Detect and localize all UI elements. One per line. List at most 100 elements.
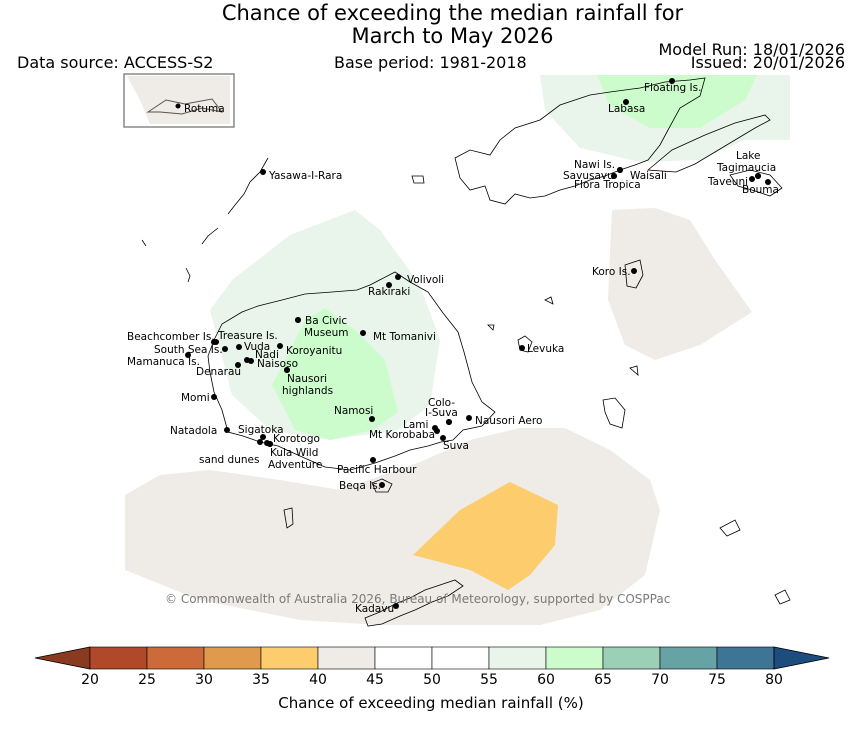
place-label-south-sea-is: South Sea Is. bbox=[154, 344, 223, 356]
model-run-label: Model Run: 18/01/2026 bbox=[658, 40, 846, 59]
colorbar-segment bbox=[89, 646, 148, 670]
place-label-nadi: Nadi bbox=[255, 349, 279, 361]
place-marker-rakiraki bbox=[386, 282, 392, 288]
place-label-tagimaucia: Tagimaucia bbox=[716, 162, 776, 174]
place-marker-waisali bbox=[617, 167, 623, 173]
colorbar-tick-label: 55 bbox=[480, 672, 498, 688]
title-line-1: Chance of exceeding the median rainfall … bbox=[221, 1, 684, 25]
place-marker-natadola bbox=[224, 427, 230, 433]
colorbar-segment bbox=[431, 646, 490, 670]
place-label-koro-is: Koro Is. bbox=[592, 266, 631, 278]
place-marker-mt-tomanivi bbox=[360, 330, 366, 336]
colorbar-tick-label: 30 bbox=[195, 672, 213, 688]
koro-coast bbox=[624, 259, 644, 289]
vanua-levu-east-coast bbox=[646, 114, 771, 173]
place-label-suva: Suva bbox=[443, 440, 469, 452]
place-label-mt-tomanivi: Mt Tomanivi bbox=[373, 331, 436, 343]
colorbar-label: Chance of exceeding median rainfall (%) bbox=[278, 694, 584, 712]
place-label-natadola: Natadola bbox=[170, 425, 217, 437]
place-marker-yasawa-i-rara bbox=[260, 169, 266, 175]
place-marker-flora-tropica bbox=[611, 173, 617, 179]
place-label-volivoli: Volivoli bbox=[407, 274, 444, 286]
place-marker-kadavu bbox=[393, 603, 399, 609]
place-marker-vuda bbox=[236, 344, 242, 350]
colorbar-tick-label: 75 bbox=[708, 672, 726, 688]
colorbar-tick-label: 65 bbox=[594, 672, 612, 688]
colorbar-segment bbox=[203, 646, 262, 670]
colorbar-segment bbox=[602, 646, 661, 670]
vatulele-coast bbox=[283, 507, 294, 529]
place-label-levuka: Levuka bbox=[527, 343, 564, 355]
probability-regions bbox=[125, 75, 790, 625]
colorbar-segment bbox=[659, 646, 718, 670]
place-label-treasure-is: Treasure Is. bbox=[217, 330, 278, 342]
colorbar-tick-label: 40 bbox=[309, 672, 327, 688]
place-marker-highlands bbox=[284, 367, 290, 373]
colorbar-under-arrow bbox=[34, 646, 91, 670]
colorbar-segment bbox=[488, 646, 547, 670]
place-marker-pacific-harbour bbox=[370, 457, 376, 463]
place-marker-naisoso bbox=[248, 358, 254, 364]
place-label-sand-dunes: sand dunes bbox=[199, 454, 259, 466]
place-label-waisali: Waisali bbox=[630, 170, 667, 182]
region-60-65-central bbox=[272, 308, 398, 440]
southeast-islets bbox=[411, 175, 791, 605]
place-label-koroyanitu: Koroyanitu bbox=[286, 345, 342, 357]
place-label-labasa: Labasa bbox=[608, 103, 645, 115]
colorbar-tick-label: 80 bbox=[765, 672, 783, 688]
colorbar-tick-label: 25 bbox=[138, 672, 156, 688]
place-marker-namosi bbox=[369, 416, 375, 422]
place-label-flora-tropica: Flora Tropica bbox=[574, 179, 641, 191]
place-label-korotogo: Korotogo bbox=[273, 433, 320, 445]
region-40-45-east bbox=[608, 208, 752, 360]
place-marker-taveuni bbox=[749, 176, 755, 182]
place-marker-momi bbox=[211, 394, 217, 400]
place-marker-levuka bbox=[519, 345, 525, 351]
place-label-yasawa-i-rara: Yasawa-I-Rara bbox=[268, 170, 342, 182]
place-label-savusavu: Savusavu bbox=[563, 170, 614, 182]
colorbar-tick-label: 20 bbox=[81, 672, 99, 688]
place-marker-denarau bbox=[235, 362, 241, 368]
place-label-kadavu: Kadavu bbox=[355, 603, 394, 615]
copyright-notice: © Commonwealth of Australia 2026, Bureau… bbox=[165, 592, 671, 606]
colorbar-tick-label: 35 bbox=[252, 672, 270, 688]
rotuma-coast bbox=[146, 98, 224, 115]
colorbar-tick-label: 70 bbox=[651, 672, 669, 688]
place-marker-koroyanitu bbox=[277, 343, 283, 349]
rotuma-inset: Rotuma bbox=[123, 73, 235, 128]
place-label-nausori: Nausori bbox=[287, 373, 327, 385]
issued-label: Issued: 20/01/2026 bbox=[690, 53, 845, 72]
rotuma-marker bbox=[175, 103, 181, 109]
colorbar-segment bbox=[374, 646, 433, 670]
place-label-vuda: Vuda bbox=[244, 341, 270, 353]
place-label-rakiraki: Rakiraki bbox=[368, 286, 410, 298]
place-marker-mt-korobaba bbox=[434, 428, 440, 434]
colorbar-segment bbox=[260, 646, 319, 670]
place-label-momi: Momi bbox=[181, 392, 210, 404]
place-label-sigatoka: Sigatoka bbox=[238, 424, 284, 436]
place-label-museum: Museum bbox=[304, 327, 349, 339]
place-label-nawi-is: Nawi Is. bbox=[574, 159, 615, 171]
coastlines bbox=[141, 77, 791, 627]
data-source-label: Data source: ACCESS-S2 bbox=[17, 53, 214, 72]
place-label-pacific-harbour: Pacific Harbour bbox=[337, 464, 417, 476]
place-label-lami: Lami bbox=[403, 419, 428, 431]
colorbar-tick-label: 45 bbox=[366, 672, 384, 688]
place-label-colo: Colo- bbox=[428, 397, 455, 409]
colorbar-segment bbox=[317, 646, 376, 670]
place-markers: Floating Is. Labasa Nawi Is.Savusavu Waisal… bbox=[127, 78, 779, 615]
colorbar bbox=[34, 646, 830, 670]
place-label-floating-is: Floating Is. bbox=[644, 82, 701, 94]
place-label-beachcomber-is: Beachcomber Is. bbox=[127, 331, 215, 343]
place-label-taveuni: Taveuni bbox=[707, 176, 748, 188]
place-label-adventure: Adventure bbox=[268, 459, 322, 471]
colorbar-over-arrow bbox=[773, 646, 830, 670]
rotuma-label: Rotuma bbox=[184, 103, 225, 115]
place-label-beqa-is: Beqa Is. bbox=[339, 480, 381, 492]
colorbar-tick-label: 60 bbox=[537, 672, 555, 688]
place-label-mt-korobaba: Mt Korobaba bbox=[369, 429, 435, 441]
place-marker-floating-is bbox=[669, 78, 675, 84]
place-label-naisoso: Naisoso bbox=[257, 358, 298, 370]
colorbar-segment bbox=[146, 646, 205, 670]
place-marker-sand-dunes bbox=[257, 439, 263, 445]
